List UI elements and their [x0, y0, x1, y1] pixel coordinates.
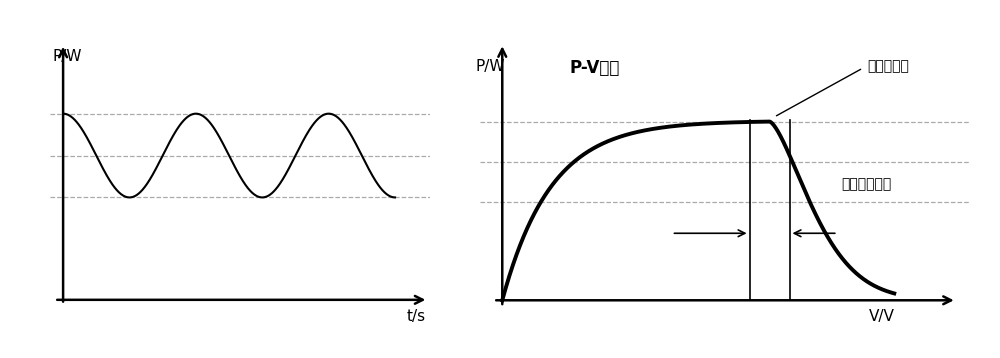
Text: 最大功率点: 最大功率点: [868, 59, 909, 73]
Text: P/W: P/W: [476, 59, 505, 74]
Text: P/W: P/W: [53, 48, 82, 63]
Text: t/s: t/s: [407, 309, 426, 324]
Text: P-V特性: P-V特性: [569, 59, 619, 77]
Text: V/V: V/V: [868, 309, 894, 324]
Text: 电压纹波幅值: 电压纹波幅值: [841, 177, 891, 191]
